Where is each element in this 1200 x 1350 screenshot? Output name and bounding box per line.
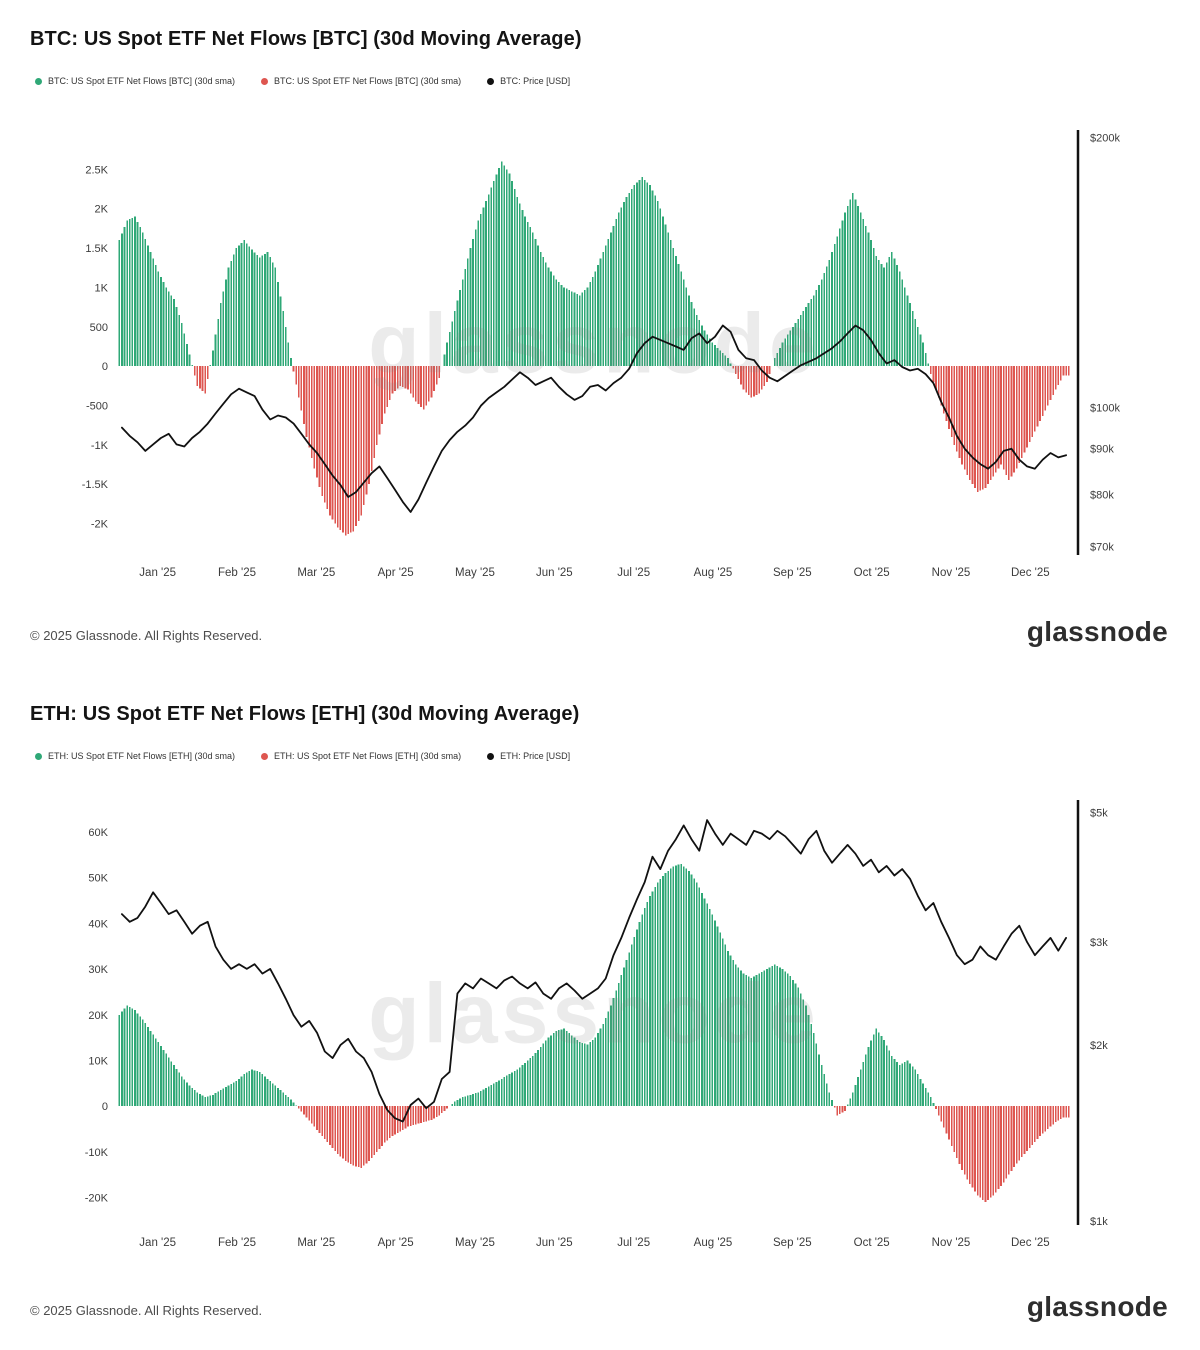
svg-text:Jul '25: Jul '25: [617, 1237, 650, 1249]
legend-item-outflows: ETH: US Spot ETF Net Flows [ETH] (30d sm…: [261, 751, 461, 761]
svg-text:Sep '25: Sep '25: [773, 567, 812, 579]
svg-text:$70k: $70k: [1090, 542, 1114, 554]
btc-flow-bars: [118, 161, 1070, 536]
svg-text:-20K: -20K: [85, 1193, 109, 1205]
svg-text:Apr '25: Apr '25: [378, 1237, 414, 1249]
svg-text:Apr '25: Apr '25: [378, 567, 414, 579]
legend-item-outflows: BTC: US Spot ETF Net Flows [BTC] (30d sm…: [261, 76, 461, 86]
svg-text:Aug '25: Aug '25: [694, 1237, 733, 1249]
svg-text:1K: 1K: [95, 282, 109, 294]
legend-item-price: BTC: Price [USD]: [487, 76, 570, 86]
eth-chart-section: ETH: US Spot ETF Net Flows [ETH] (30d Mo…: [0, 675, 1200, 1350]
svg-text:$2k: $2k: [1090, 1040, 1108, 1052]
legend-label: BTC: US Spot ETF Net Flows [BTC] (30d sm…: [274, 76, 462, 86]
x-axis-labels: Jan '25 Feb '25 Mar '25 Apr '25 May '25 Jun '…: [139, 567, 1049, 579]
btc-chart-section: BTC: US Spot ETF Net Flows [BTC] (30d Mo…: [30, 28, 1168, 647]
svg-text:Mar '25: Mar '25: [297, 1237, 335, 1249]
legend-item-inflows: ETH: US Spot ETF Net Flows [ETH] (30d sm…: [35, 751, 235, 761]
svg-text:Oct '25: Oct '25: [854, 1237, 890, 1249]
svg-text:$1k: $1k: [1090, 1216, 1108, 1228]
svg-text:500: 500: [90, 322, 108, 334]
glassnode-logo: glassnode: [1026, 616, 1168, 647]
svg-text:60K: 60K: [88, 827, 108, 839]
legend-item-price: ETH: Price [USD]: [487, 751, 570, 761]
legend-dot-positive-icon: [35, 752, 42, 760]
svg-text:Jul '25: Jul '25: [617, 567, 650, 579]
glassnode-watermark: glassnode: [368, 967, 819, 1061]
copyright-text: © 2025 Glassnode. All Rights Reserved.: [30, 628, 263, 643]
svg-text:$80k: $80k: [1090, 490, 1114, 502]
svg-text:$90k: $90k: [1090, 444, 1114, 456]
svg-text:-2K: -2K: [91, 519, 109, 531]
btc-price-line: [121, 324, 1067, 513]
svg-text:2K: 2K: [95, 204, 109, 216]
svg-text:Dec '25: Dec '25: [1011, 567, 1050, 579]
legend-label: ETH: US Spot ETF Net Flows [ETH] (30d sm…: [274, 751, 462, 761]
svg-text:Jun '25: Jun '25: [536, 567, 573, 579]
eth-legend: ETH: US Spot ETF Net Flows [ETH] (30d sm…: [35, 751, 570, 761]
glassnode-watermark: glassnode: [368, 297, 819, 391]
svg-text:Dec '25: Dec '25: [1011, 1237, 1050, 1249]
svg-text:0: 0: [102, 1101, 108, 1113]
left-axis-labels: 2.5K 2K 1.5K 1K 500 0 -500 -1K -1.5K -2K: [82, 164, 109, 530]
svg-text:10K: 10K: [88, 1055, 108, 1067]
svg-text:1.5K: 1.5K: [85, 243, 108, 255]
svg-text:-1.5K: -1.5K: [82, 479, 109, 491]
glassnode-logo: glassnode: [1026, 1291, 1168, 1322]
svg-text:$5k: $5k: [1090, 807, 1108, 819]
right-axis-labels: $5k $3k $2k $1k: [1090, 807, 1108, 1228]
svg-text:20K: 20K: [88, 1010, 108, 1022]
svg-text:Feb '25: Feb '25: [218, 567, 256, 579]
svg-text:-1K: -1K: [91, 440, 109, 452]
eth-price-line: [121, 819, 1067, 1123]
legend-label: BTC: US Spot ETF Net Flows [BTC] (30d sm…: [48, 76, 236, 86]
svg-text:Jan '25: Jan '25: [139, 1237, 176, 1249]
eth-flow-bars: [118, 863, 1070, 1203]
btc-legend: BTC: US Spot ETF Net Flows [BTC] (30d sm…: [35, 76, 570, 86]
btc-chart-title: BTC: US Spot ETF Net Flows [BTC] (30d Mo…: [30, 28, 582, 50]
right-axis-labels: $200k $100k $90k $80k $70k: [1090, 133, 1120, 554]
svg-text:-500: -500: [86, 400, 108, 412]
x-axis-labels: Jan '25 Feb '25 Mar '25 Apr '25 May '25 Jun '…: [139, 1237, 1049, 1249]
svg-text:Feb '25: Feb '25: [218, 1237, 256, 1249]
legend-label: BTC: Price [USD]: [500, 76, 571, 86]
svg-text:0: 0: [102, 361, 108, 373]
svg-text:Mar '25: Mar '25: [297, 567, 335, 579]
svg-text:May '25: May '25: [455, 1237, 495, 1249]
legend-dot-negative-icon: [261, 77, 269, 85]
legend-dot-price-icon: [487, 752, 495, 760]
svg-text:50K: 50K: [88, 873, 108, 885]
svg-text:2.5K: 2.5K: [85, 164, 108, 176]
legend-label: ETH: Price [USD]: [500, 751, 571, 761]
svg-text:40K: 40K: [88, 918, 108, 930]
svg-text:Jun '25: Jun '25: [536, 1237, 573, 1249]
svg-text:Jan '25: Jan '25: [139, 567, 176, 579]
left-axis-labels: 60K 50K 40K 30K 20K 10K 0 -10K -20K: [85, 827, 109, 1205]
svg-text:$100k: $100k: [1090, 403, 1120, 415]
svg-text:Oct '25: Oct '25: [854, 567, 890, 579]
svg-text:$3k: $3k: [1090, 937, 1108, 949]
legend-dot-price-icon: [487, 77, 495, 85]
svg-text:Nov '25: Nov '25: [932, 1237, 971, 1249]
legend-dot-negative-icon: [261, 752, 269, 760]
legend-item-inflows: BTC: US Spot ETF Net Flows [BTC] (30d sm…: [35, 76, 235, 86]
copyright-text: © 2025 Glassnode. All Rights Reserved.: [30, 1303, 263, 1318]
eth-chart-title: ETH: US Spot ETF Net Flows [ETH] (30d Mo…: [30, 703, 580, 725]
svg-text:Aug '25: Aug '25: [694, 567, 733, 579]
svg-text:-10K: -10K: [85, 1147, 109, 1159]
svg-text:30K: 30K: [88, 964, 108, 976]
svg-text:Sep '25: Sep '25: [773, 1237, 812, 1249]
btc-chart-plot: glassnode 2.5K 2K 1.5K 1K 500 0 -500 -1K -1.5K -2K…: [82, 130, 1120, 579]
svg-text:$200k: $200k: [1090, 133, 1120, 145]
svg-text:May '25: May '25: [455, 567, 495, 579]
legend-dot-positive-icon: [35, 77, 42, 85]
eth-chart-plot: glassnode60K50K40K30K20K10K0-10K-20K$5k$…: [85, 800, 1108, 1249]
svg-text:Nov '25: Nov '25: [932, 567, 971, 579]
legend-label: ETH: US Spot ETF Net Flows [ETH] (30d sm…: [48, 751, 236, 761]
